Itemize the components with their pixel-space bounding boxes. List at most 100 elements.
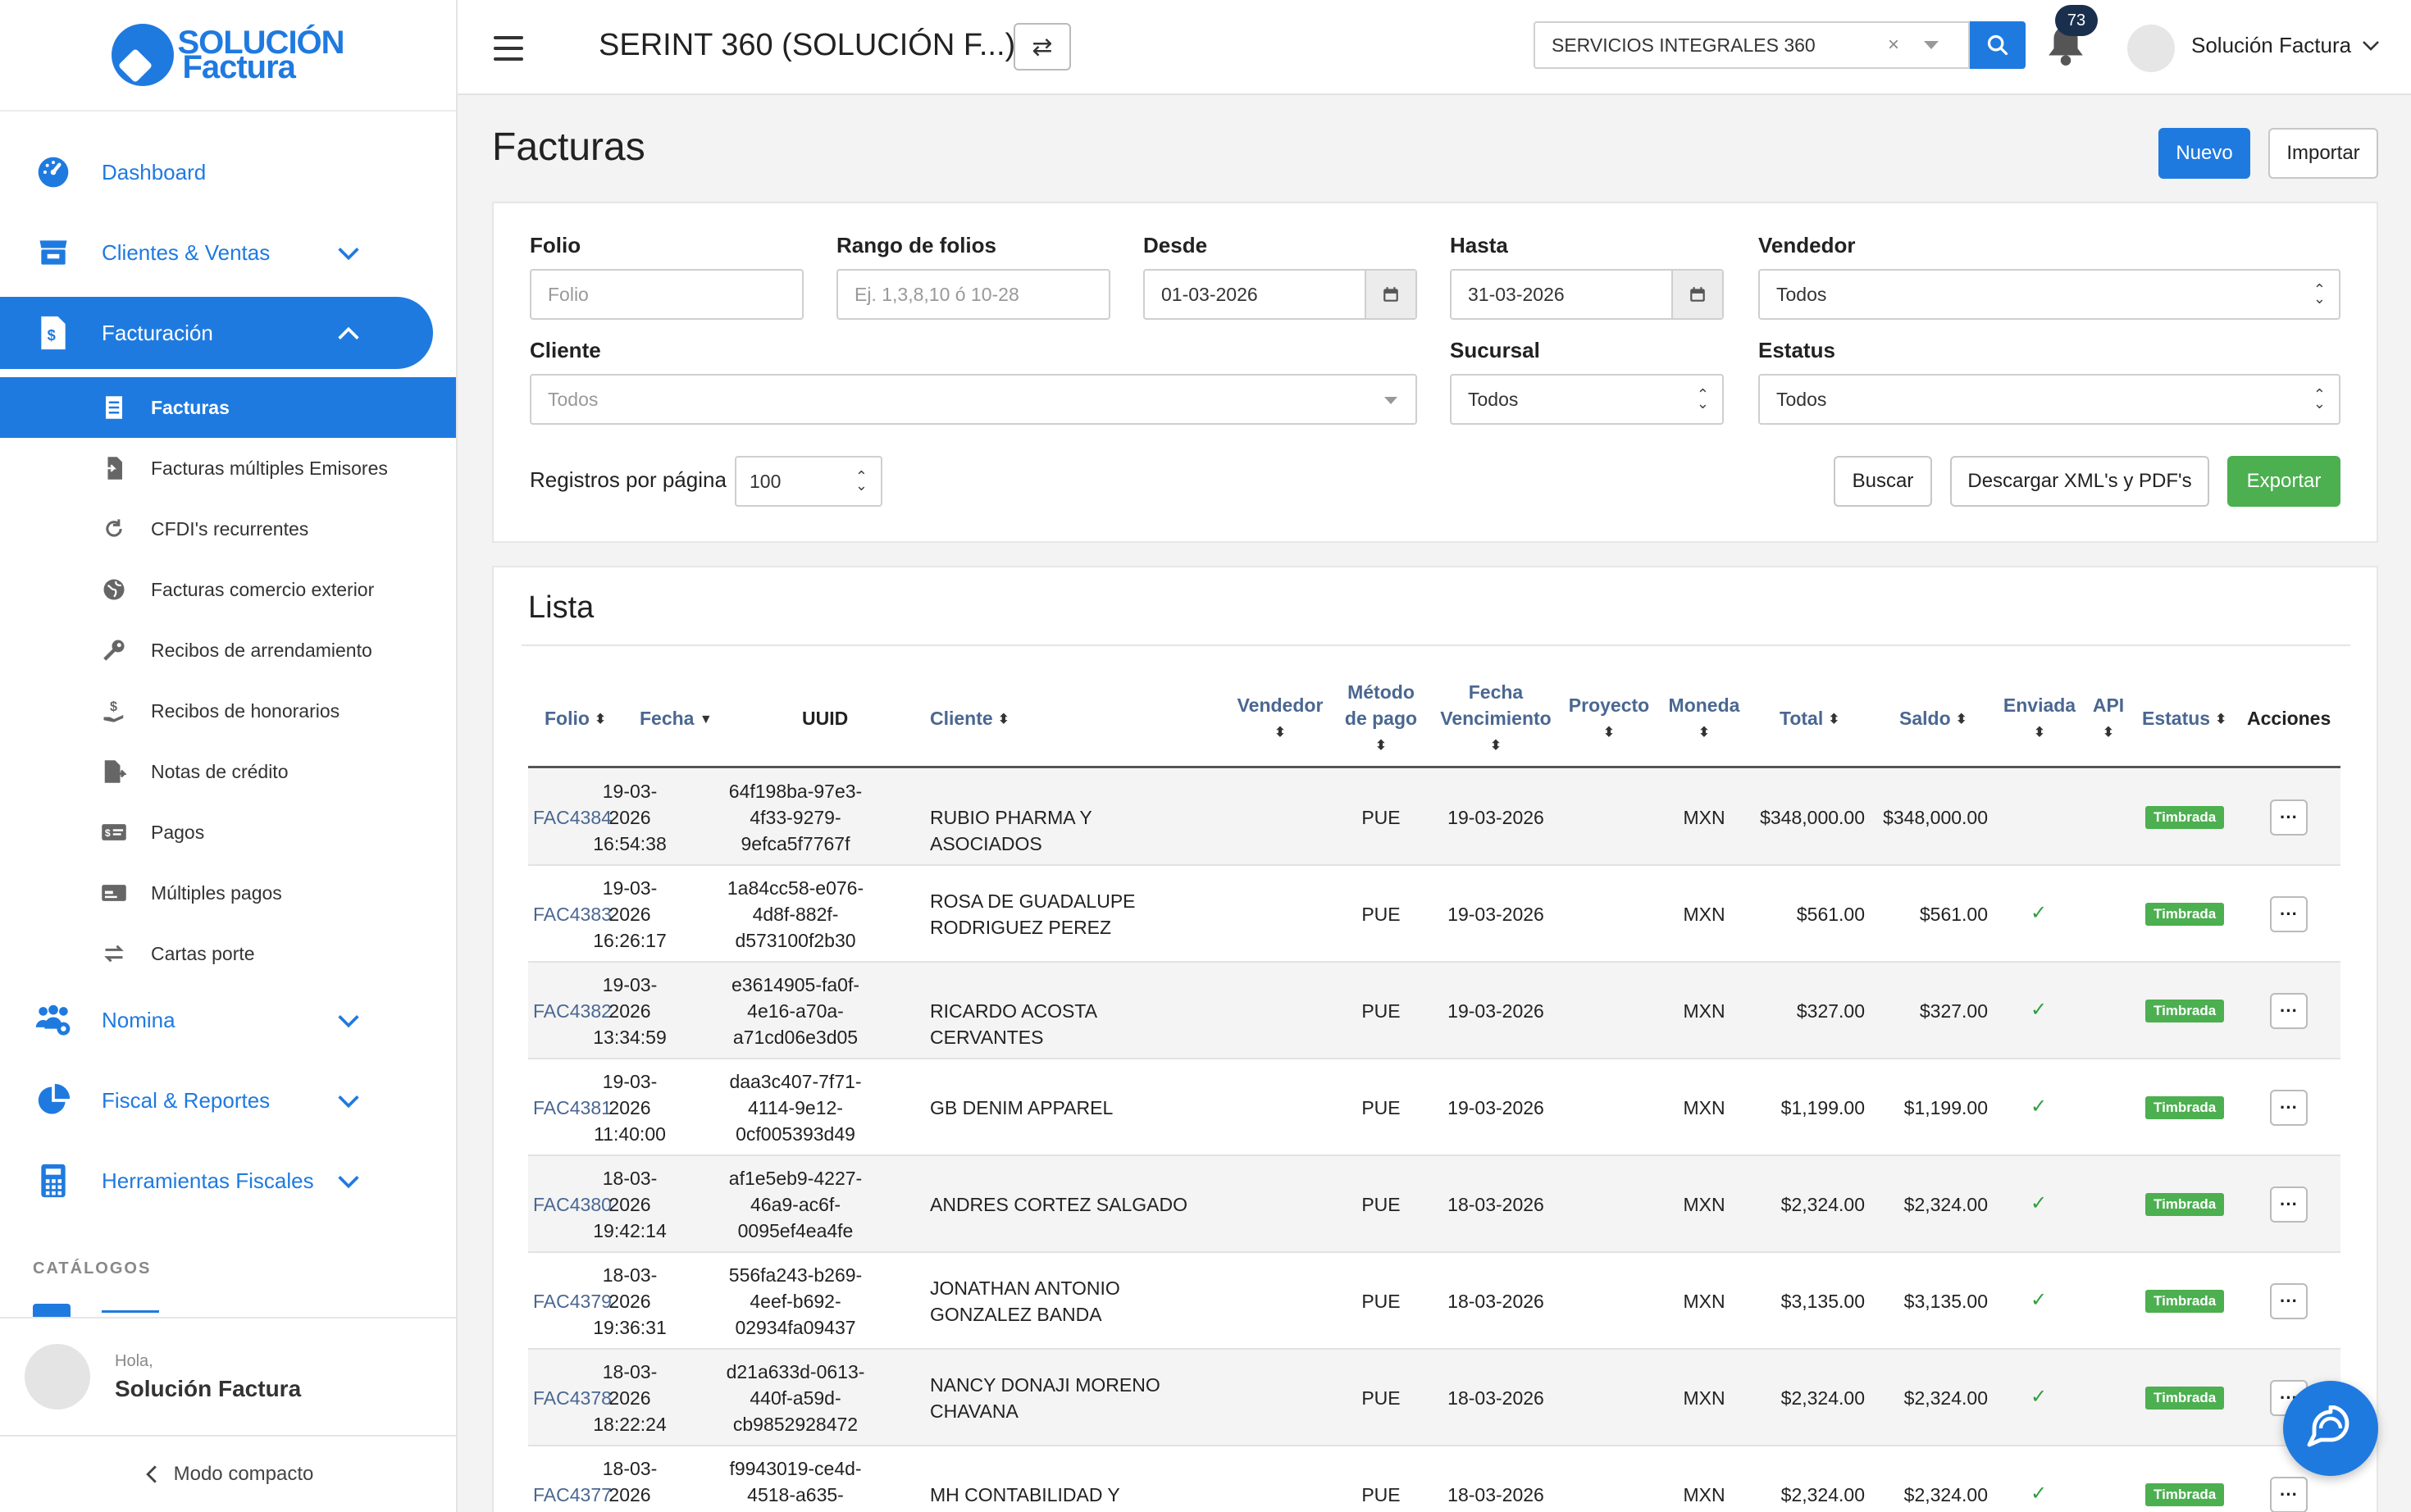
folio-link[interactable]: FAC4380 xyxy=(533,1194,612,1215)
user-avatar[interactable] xyxy=(2127,25,2175,72)
col-uuid[interactable]: UUID xyxy=(802,708,849,729)
row-actions-button[interactable]: ··· xyxy=(2270,1283,2308,1319)
sent-check-icon: ✓ xyxy=(2030,1386,2048,1408)
sidebar-item-herramientas-fiscales[interactable]: Herramientas Fiscales xyxy=(0,1145,456,1217)
estatus-label: Estatus xyxy=(1758,338,1835,362)
sidebar-item-facturacion[interactable]: $ Facturación xyxy=(0,297,433,369)
folio-link[interactable]: FAC4382 xyxy=(533,1000,612,1022)
search-button[interactable] xyxy=(1970,21,2026,69)
col-metodo-pago[interactable]: Método de pago ⬍ xyxy=(1344,681,1418,753)
company-select[interactable]: SERVICIOS INTEGRALES 360 × xyxy=(1534,21,1970,69)
estatus-select[interactable]: Todos ⌃ ⌄ xyxy=(1758,374,2340,425)
calendar-icon[interactable] xyxy=(1671,271,1722,318)
col-enviada[interactable]: Enviada ⬍ xyxy=(2003,695,2076,740)
import-button[interactable]: Importar xyxy=(2268,128,2378,179)
catalogos-heading: CATÁLOGOS xyxy=(33,1259,152,1277)
table-row[interactable]: FAC4377 18-03- 2026 f9943019-ce4d- 4518-a635… xyxy=(528,1446,2340,1512)
sidebar-subitem-label: Notas de crédito xyxy=(151,760,289,782)
vendedor-select[interactable]: Todos ⌃ ⌄ xyxy=(1758,269,2340,320)
credit-card-icon xyxy=(100,879,128,907)
row-actions-button[interactable]: ··· xyxy=(2270,993,2308,1029)
folio-input[interactable]: Folio xyxy=(530,269,804,320)
sidebar-subitem-pagos[interactable]: $ Pagos xyxy=(0,802,456,863)
rango-folios-input[interactable]: Ej. 1,3,8,10 ó 10-28 xyxy=(836,269,1110,320)
clear-icon[interactable]: × xyxy=(1888,34,1900,56)
col-moneda[interactable]: Moneda ⬍ xyxy=(1668,695,1740,740)
new-button[interactable]: Nuevo xyxy=(2158,128,2250,179)
user-menu[interactable]: Solución Factura xyxy=(2191,33,2381,58)
folio-link[interactable]: FAC4377 xyxy=(533,1484,612,1505)
row-actions-button[interactable]: ··· xyxy=(2270,1186,2308,1223)
logo[interactable]: SOLUCIÓN Factura xyxy=(0,0,456,112)
uuid-cell: 64f198ba-97e3- 4f33-9279- 9efca5f7767f xyxy=(728,781,863,854)
sidebar-item-dashboard[interactable]: Dashboard xyxy=(0,136,456,208)
chevron-down-icon[interactable] xyxy=(335,1168,362,1195)
row-actions-button[interactable]: ··· xyxy=(2270,799,2308,836)
sidebar-subitem-honorarios[interactable]: $ Recibos de honorarios xyxy=(0,681,456,741)
folio-link[interactable]: FAC4383 xyxy=(533,904,612,925)
hasta-date-input[interactable]: 31-03-2026 xyxy=(1450,269,1724,320)
sidebar-subitem-notas-credito[interactable]: Notas de crédito xyxy=(0,741,456,802)
col-total[interactable]: Total ⬍ xyxy=(1780,708,1840,729)
col-proyecto[interactable]: Proyecto ⬍ xyxy=(1568,695,1650,740)
row-actions-button[interactable]: ··· xyxy=(2270,896,2308,932)
chevron-down-icon[interactable] xyxy=(335,1087,362,1115)
col-vendedor[interactable]: Vendedor ⬍ xyxy=(1237,695,1324,740)
col-cliente[interactable]: Cliente ⬍ xyxy=(930,708,1010,729)
sidebar-subitem-facturas[interactable]: Facturas xyxy=(0,377,456,438)
col-folio[interactable]: Folio ⬍ xyxy=(545,708,606,729)
exportar-button[interactable]: Exportar xyxy=(2227,456,2340,507)
registros-select[interactable]: 100 ⌃ ⌄ xyxy=(735,456,882,507)
folio-link[interactable]: FAC4379 xyxy=(533,1291,612,1312)
sucursal-select[interactable]: Todos ⌃ ⌄ xyxy=(1450,374,1724,425)
cliente-select[interactable]: Todos xyxy=(530,374,1417,425)
sidebar-item-label: Fiscal & Reportes xyxy=(102,1087,271,1113)
col-fecha[interactable]: Fecha ▼ xyxy=(640,708,713,729)
sidebar-item-nomina[interactable]: Nomina xyxy=(0,984,456,1056)
sidebar-subitem-arrendamiento[interactable]: Recibos de arrendamiento xyxy=(0,620,456,681)
folio-link[interactable]: FAC4381 xyxy=(533,1097,612,1118)
table-row[interactable]: FAC4379 18-03- 2026 19:36:31 556fa243-b269- 4… xyxy=(528,1253,2340,1350)
col-api[interactable]: API ⬍ xyxy=(2092,695,2125,740)
folio-link[interactable]: FAC4384 xyxy=(533,807,612,828)
chevron-down-icon[interactable] xyxy=(335,239,362,267)
col-estatus[interactable]: Estatus ⬍ xyxy=(2142,708,2226,729)
col-saldo[interactable]: Saldo ⬍ xyxy=(1899,708,1967,729)
svg-text:$: $ xyxy=(105,827,111,839)
fecha-cell: 18-03- 2026 xyxy=(602,1458,658,1505)
table-row[interactable]: FAC4381 19-03- 2026 11:40:00 daa3c407-7f71- 4… xyxy=(528,1059,2340,1156)
fecha-cell: 18-03- 2026 19:36:31 xyxy=(593,1264,667,1338)
switch-company-button[interactable]: ⇄ xyxy=(1014,23,1071,71)
descargar-xml-pdf-button[interactable]: Descargar XML's y PDF's xyxy=(1950,456,2209,507)
chevron-up-icon[interactable] xyxy=(335,320,362,348)
table-row[interactable]: FAC4383 19-03- 2026 16:26:17 1a84cc58-e076- 4… xyxy=(528,866,2340,963)
table-row[interactable]: FAC4382 19-03- 2026 13:34:59 e3614905-fa0f- 4… xyxy=(528,963,2340,1059)
dropdown-arrow-icon[interactable] xyxy=(1924,41,1939,49)
table-row[interactable]: FAC4378 18-03- 2026 18:22:24 d21a633d-0613- 4… xyxy=(528,1350,2340,1446)
sidebar-item-clientes-ventas[interactable]: Clientes & Ventas xyxy=(0,216,456,289)
calendar-icon[interactable] xyxy=(1365,271,1415,318)
file-export-icon xyxy=(100,758,128,786)
sidebar-subitem-cartas-porte[interactable]: Cartas porte xyxy=(0,923,456,984)
hasta-label: Hasta xyxy=(1450,233,1508,257)
sidebar-subitem-comercio-exterior[interactable]: Facturas comercio exterior xyxy=(0,559,456,620)
sidebar-subitem-multiples-pagos[interactable]: Múltiples pagos xyxy=(0,863,456,923)
col-fecha-vencimiento[interactable]: Fecha Vencimiento ⬍ xyxy=(1440,681,1552,753)
avatar[interactable] xyxy=(25,1344,90,1410)
compact-mode-toggle[interactable]: Modo compacto xyxy=(0,1435,456,1512)
table-row[interactable]: FAC4380 18-03- 2026 19:42:14 af1e5eb9-4227- 4… xyxy=(528,1156,2340,1253)
sucursal-value: Todos xyxy=(1468,388,1519,410)
sidebar-subitem-facturas-multiples[interactable]: Facturas múltiples Emisores xyxy=(0,438,456,499)
sidebar-item-fiscal-reportes[interactable]: Fiscal & Reportes xyxy=(0,1064,456,1136)
chevron-down-icon[interactable] xyxy=(335,1007,362,1035)
sidebar-subitem-cfdi-recurrentes[interactable]: CFDI's recurrentes xyxy=(0,499,456,559)
row-actions-button[interactable]: ··· xyxy=(2270,1090,2308,1126)
support-chat-button[interactable] xyxy=(2283,1381,2378,1476)
table-row[interactable]: FAC4384 19-03- 2026 16:54:38 64f198ba-97e3- 4… xyxy=(528,769,2340,866)
row-actions-button[interactable]: ··· xyxy=(2270,1477,2308,1512)
desde-date-input[interactable]: 01-03-2026 xyxy=(1143,269,1417,320)
folio-link[interactable]: FAC4378 xyxy=(533,1387,612,1409)
buscar-button[interactable]: Buscar xyxy=(1834,456,1932,507)
logo-text: SOLUCIÓN Factura xyxy=(177,26,344,84)
hamburger-menu-icon[interactable] xyxy=(494,36,523,61)
